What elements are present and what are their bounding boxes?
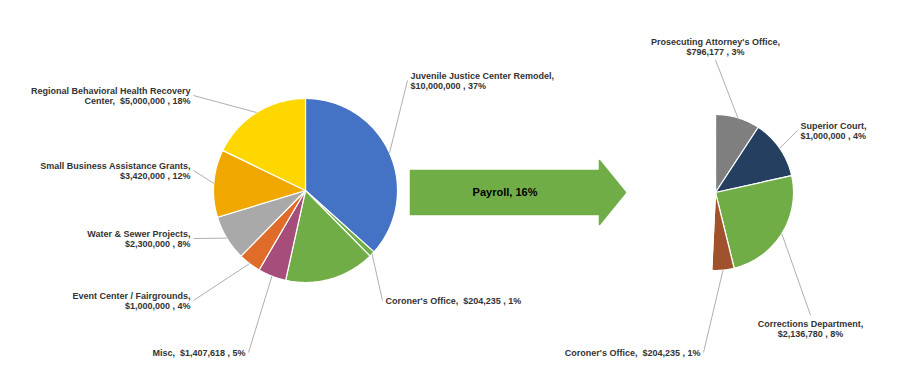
svg-text:Juvenile Justice Center Remode: Juvenile Justice Center Remodel,$10,000,… — [411, 71, 555, 91]
svg-text:Event Center / Fairgrounds,$1,: Event Center / Fairgrounds,$1,000,000 , … — [72, 291, 190, 311]
svg-text:Small Business Assistance Gran: Small Business Assistance Grants,$3,420,… — [40, 161, 190, 181]
svg-text:Prosecuting Attorney's Office,: Prosecuting Attorney's Office,$796,177 ,… — [651, 37, 780, 57]
svg-text:Water & Sewer Projects,$2,300,: Water & Sewer Projects,$2,300,000 , 8% — [87, 229, 190, 249]
svg-text:Superior Court,$1,000,000 , 4%: Superior Court,$1,000,000 , 4% — [801, 121, 867, 141]
svg-text:Regional Behavioral Health Rec: Regional Behavioral Health RecoveryCente… — [31, 86, 191, 106]
svg-text:Coroner's Office, $204,235 ,: Coroner's Office, $204,235 , 1% — [565, 348, 701, 358]
svg-text:Misc, $1,407,618 , 5%: Misc, $1,407,618 , 5% — [152, 348, 245, 358]
svg-text:Payroll, 16%: Payroll, 16% — [473, 186, 538, 198]
svg-text:Coroner's Office, $204,235 ,: Coroner's Office, $204,235 , 1% — [386, 296, 522, 306]
svg-text:Corrections Department,$2,136,: Corrections Department,$2,136,780 , 8% — [758, 319, 864, 339]
